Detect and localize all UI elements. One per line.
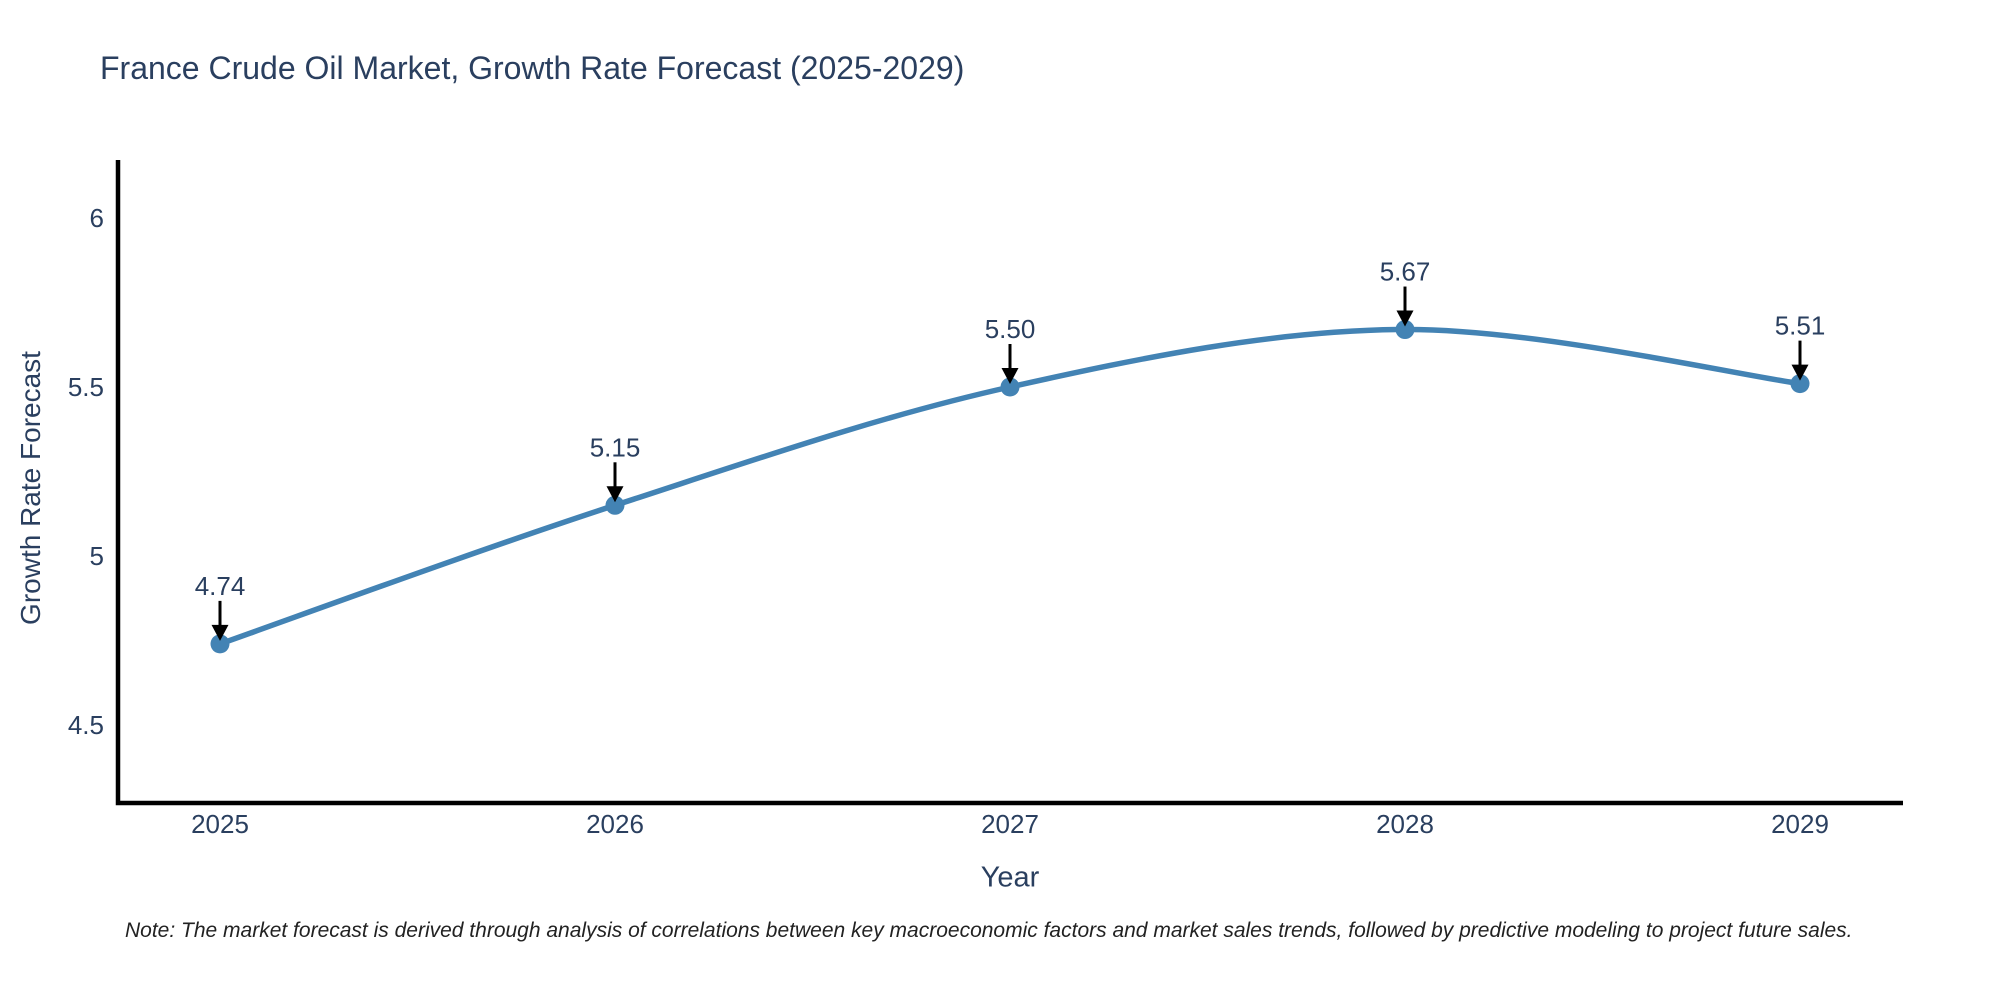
footnote: Note: The market forecast is derived thr… [125, 919, 1853, 942]
data-point-marker [1790, 374, 1810, 394]
data-point-label: 5.67 [1380, 257, 1431, 287]
data-point-label: 5.15 [590, 432, 641, 462]
x-tick-label: 2025 [191, 809, 249, 839]
y-tick-label: 6 [90, 203, 104, 233]
y-tick-label: 5.5 [68, 372, 104, 402]
annotation-arrow-head [1001, 368, 1019, 384]
data-point-marker [1395, 320, 1415, 340]
annotation-arrow-head [1396, 310, 1414, 327]
data-point-marker [605, 495, 625, 515]
annotation-arrow-head [1791, 364, 1809, 381]
axis-spines [115, 160, 1903, 806]
annotation-arrow-head [211, 624, 229, 641]
chart-title: France Crude Oil Market, Growth Rate For… [100, 50, 965, 86]
x-axis-title: Year [980, 861, 1040, 894]
x-tick-label: 2027 [981, 809, 1039, 839]
data-point-label: 5.51 [1775, 311, 1826, 341]
y-tick-label: 5 [90, 541, 104, 571]
data-point-label: 4.74 [195, 571, 246, 601]
annotation-arrow-head [606, 486, 624, 503]
data-point-marker [210, 634, 230, 654]
data-point-marker [1000, 377, 1020, 397]
y-tick-label: 4.5 [68, 710, 104, 740]
x-tick-label: 2029 [1771, 809, 1829, 839]
data-point-label: 5.50 [985, 314, 1036, 344]
x-tick-label: 2028 [1376, 809, 1434, 839]
x-tick-label: 2026 [586, 809, 644, 839]
